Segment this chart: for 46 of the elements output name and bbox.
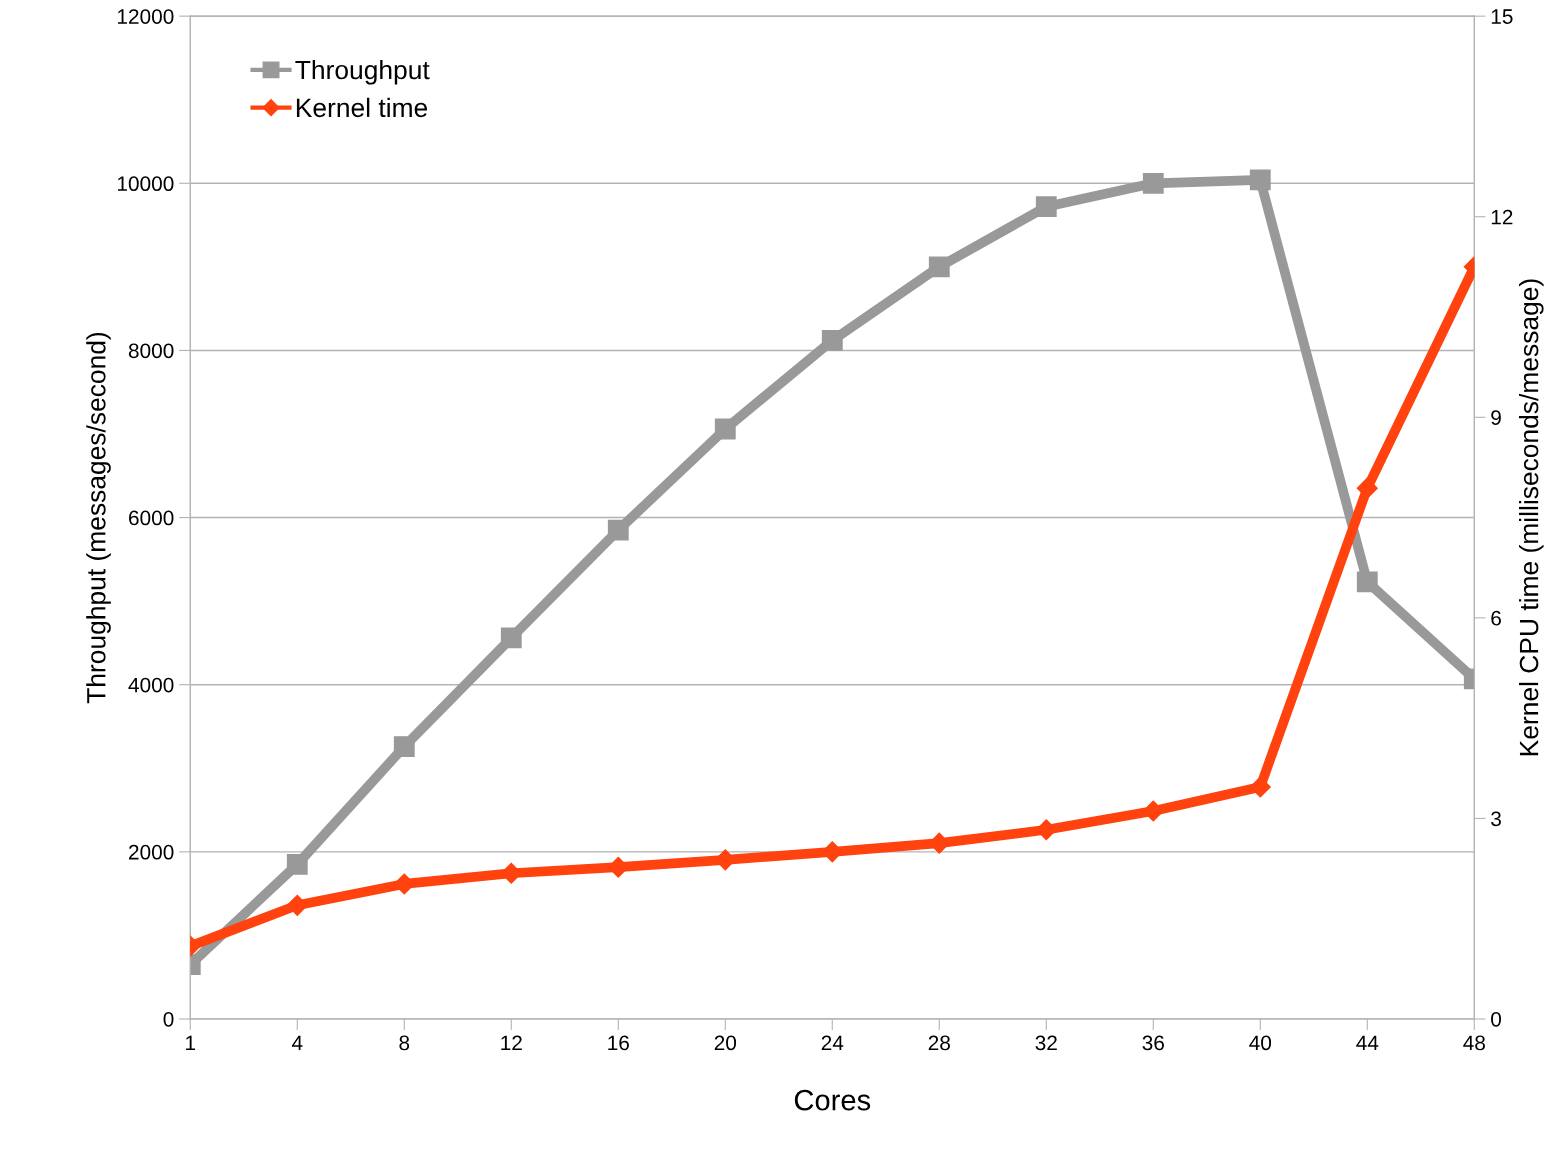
- x-tick-label: 12: [501, 1035, 522, 1051]
- point: [500, 627, 522, 649]
- point: [286, 853, 308, 875]
- x-tick-label: 36: [1142, 1035, 1164, 1051]
- y-tick-label: 12000: [117, 9, 174, 24]
- y-tick-label: 0: [163, 1011, 174, 1027]
- x-tick-label: 32: [1035, 1035, 1057, 1051]
- legend-label: Kernel time: [296, 97, 428, 118]
- x-tick-label: 44: [1356, 1035, 1379, 1051]
- point: [1035, 196, 1057, 218]
- y-tick-label: 10000: [117, 176, 174, 192]
- point: [1249, 776, 1271, 798]
- y-tick-label: 6000: [129, 510, 174, 526]
- x-tick-label: 20: [714, 1035, 737, 1051]
- y-tick-label: 8000: [128, 343, 174, 359]
- x-tick-label: 40: [1249, 1035, 1272, 1051]
- point: [1249, 169, 1271, 191]
- x-axis-title: Cores: [794, 1089, 871, 1111]
- y2-tick-label: 3: [1491, 811, 1501, 827]
- point: [714, 418, 736, 440]
- y-tick-label: 4000: [128, 677, 174, 693]
- point: [821, 329, 843, 351]
- point: [286, 894, 308, 916]
- point: [928, 256, 950, 278]
- x-tick-label: 16: [608, 1035, 629, 1051]
- point: [1356, 477, 1378, 499]
- point: [1142, 800, 1164, 822]
- x-tick-label: 4: [291, 1035, 303, 1051]
- y2-tick-label: 12: [1491, 209, 1513, 225]
- point: [607, 519, 629, 541]
- y2-tick-label: 15: [1491, 9, 1513, 24]
- point: [1142, 172, 1164, 194]
- point: [393, 736, 415, 757]
- legend-label: Throughput: [295, 59, 430, 85]
- x-tick-label: 8: [399, 1035, 410, 1051]
- x-tick-label: 24: [821, 1035, 844, 1051]
- x-tick-label: 48: [1463, 1035, 1485, 1051]
- y2-tick-label: 0: [1491, 1011, 1502, 1027]
- x-tick-label: 1: [186, 1035, 196, 1051]
- y2-tick-label: 9: [1491, 410, 1501, 426]
- x-tick-label: 28: [928, 1035, 950, 1051]
- y2-tick-label: 6: [1491, 610, 1501, 626]
- y-tick-label: 2000: [129, 844, 174, 860]
- y2-axis-title: Kernel CPU time (milliseconds/message): [1518, 279, 1544, 756]
- point: [1356, 571, 1378, 593]
- y-axis-title: Throughput (messages/second): [86, 332, 111, 704]
